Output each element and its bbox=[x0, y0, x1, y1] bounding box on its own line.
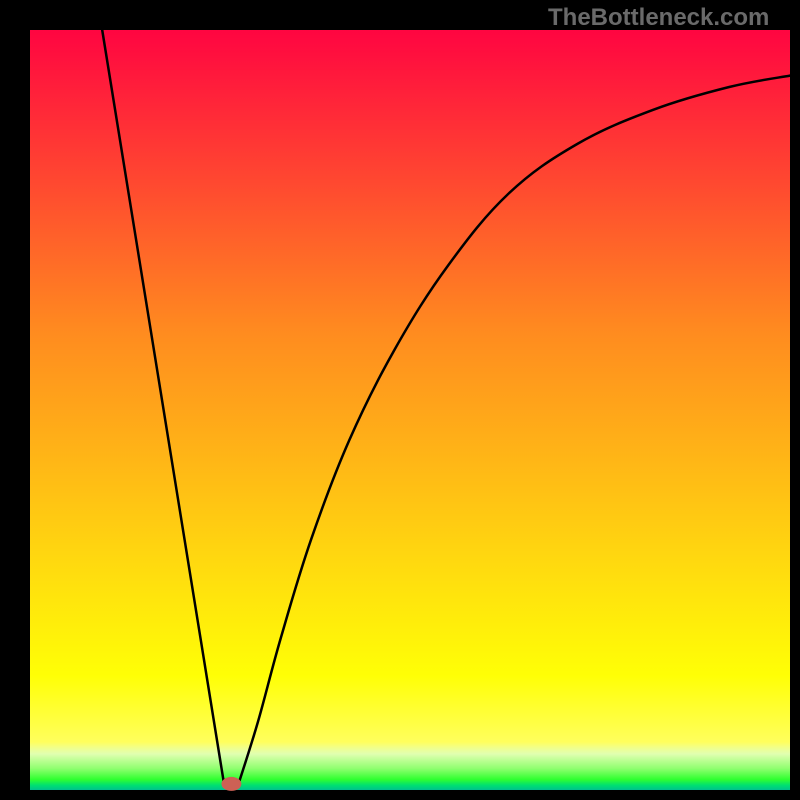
chart-plot-area bbox=[30, 30, 790, 790]
watermark-label: TheBottleneck.com bbox=[548, 4, 769, 32]
chart-container: TheBottleneck.com bbox=[0, 0, 800, 800]
chart-green-baseline-band bbox=[30, 742, 790, 790]
